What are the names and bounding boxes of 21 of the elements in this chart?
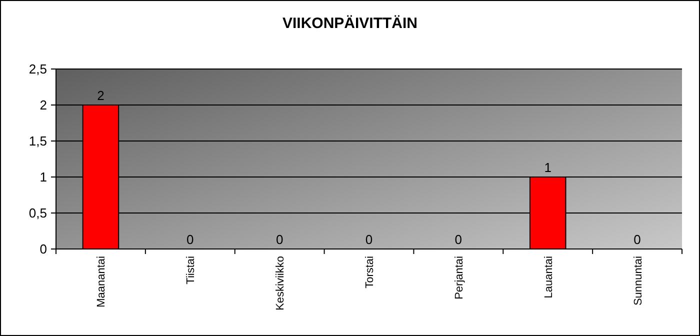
- y-tick-label: 2,5: [28, 62, 47, 77]
- x-tick-label: Perjantai: [453, 256, 466, 300]
- y-tick-label: 1: [40, 170, 47, 185]
- chart-title: VIIKONPÄIVITTÄIN: [282, 15, 418, 32]
- x-tick-label: Maanantai: [96, 256, 108, 308]
- y-tick-label: 0,5: [28, 206, 47, 221]
- y-tick-label: 1,5: [28, 134, 47, 149]
- x-tick-label: Keskiviikko: [274, 256, 287, 310]
- data-label: 0: [365, 232, 373, 247]
- data-label: 0: [276, 232, 284, 247]
- y-tick-label: 0: [40, 242, 47, 257]
- data-label: 1: [544, 160, 552, 175]
- data-label: 2: [97, 88, 104, 103]
- x-tick-label: Lauantai: [542, 256, 555, 298]
- y-tick-label: 2: [40, 98, 47, 113]
- x-tick-label: Tiistai: [185, 256, 198, 284]
- data-label: 0: [186, 232, 194, 247]
- x-tick-label: Torstai: [364, 256, 376, 288]
- data-label: 0: [634, 232, 641, 247]
- data-label: 0: [454, 232, 462, 247]
- x-tick-label: Sunnuntai: [632, 256, 644, 306]
